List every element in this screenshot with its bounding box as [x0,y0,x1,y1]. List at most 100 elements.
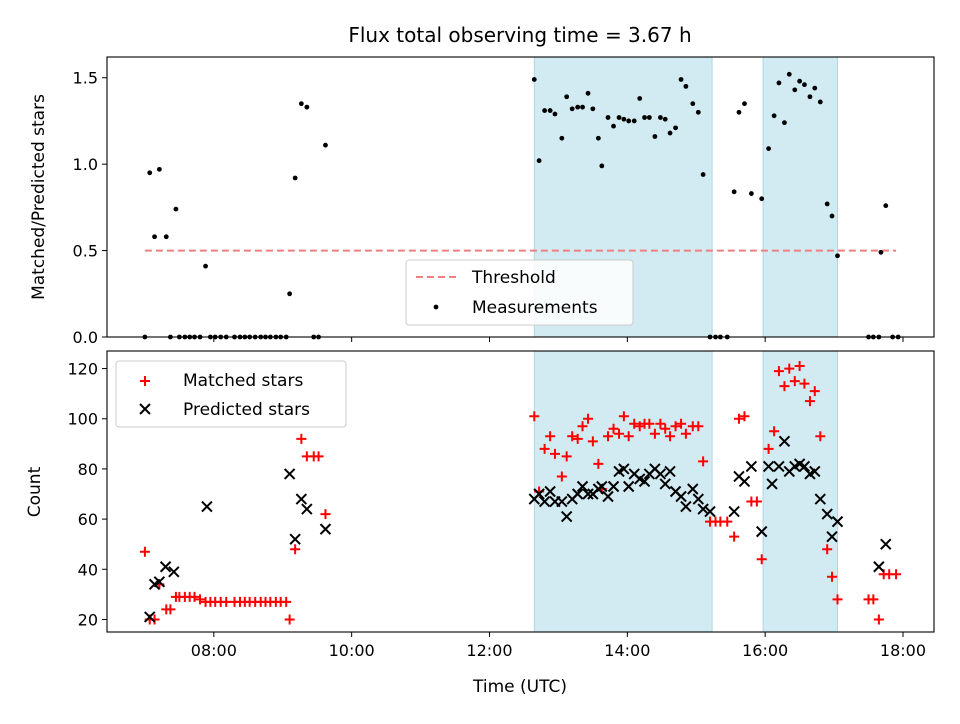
measurements-point [163,234,169,240]
legend-threshold-label: Threshold [471,268,556,288]
x-axis-label: Time (UTC) [472,677,567,697]
measurements-point [824,201,830,207]
legend-predicted-label: Predicted stars [183,400,310,420]
measurements-point [642,115,647,120]
matched-stars-marker [577,421,588,432]
bottom-y-tick-label: 100 [67,410,98,429]
measurements-point [564,94,570,100]
bottom-y-tick-label: 60 [78,510,98,529]
predicted-stars-marker [692,493,705,505]
matched-stars-marker [832,594,843,605]
legend-matched-swatch [140,376,150,386]
matched-stars-marker [722,516,733,527]
top-legend: Threshold Measurements [405,259,634,326]
bottom-y-tick-label: 20 [78,610,98,629]
matched-stars-marker [587,436,598,447]
predicted-stars-marker [144,611,156,623]
predicted-stars-marker [582,488,594,500]
legend-measurements-swatch [433,304,439,310]
top-y-tick-label: 0.0 [73,328,98,347]
predicted-stars-marker [153,576,166,588]
matched-stars-marker [756,554,767,565]
measurements-point [547,108,553,113]
measurements-point [802,82,807,88]
matched-stars-marker [649,428,660,439]
measurements-point [626,118,632,124]
matched-stars-marker [733,413,744,424]
predicted-stars-marker [622,480,635,493]
matched-stars-marker [665,431,676,442]
top-highlight-span [762,56,839,338]
measurements-point [580,104,585,110]
predicted-stars-marker [831,515,844,528]
measurements-point [883,203,889,209]
top-y-tick-label: 1.5 [73,69,98,88]
predicted-stars-marker [873,561,885,573]
measurements-point [695,109,701,115]
matched-stars-marker [769,426,780,437]
chart-title: Flux total observing time = 3.67 h [348,23,691,47]
measurements-point [304,104,310,110]
bottom-highlight-span [533,350,713,633]
predicted-stars-marker [826,530,838,543]
bottom-y-tick-label: 80 [78,460,98,479]
predicted-stars-marker [159,561,172,573]
measurements-point [152,234,157,240]
top-y-tick-label: 1.0 [73,155,98,174]
predicted-stars-marker [664,465,676,478]
matched-stars-marker [545,431,556,442]
predicted-stars-marker [638,475,651,488]
predicted-stars-marker [687,483,699,495]
matched-stars-marker [165,604,176,615]
matched-stars-marker [693,421,704,432]
measurements-point [776,80,782,86]
predicted-stars-marker [654,468,667,480]
predicted-stars-marker [704,505,716,518]
predicted-stars-marker [728,505,740,518]
measurements-point [667,130,673,136]
measurements-point [673,125,678,131]
matched-stars-marker [676,418,687,429]
measurements-point [585,90,591,96]
predicted-stars-marker [697,503,709,515]
matched-stars-marker [698,456,709,467]
measurements-point [637,96,643,101]
measurements-point [792,87,798,93]
measurements-point [771,113,777,119]
matched-stars-marker [655,418,666,429]
matched-stars-marker [539,443,550,454]
measurements-point [759,196,765,202]
predicted-stars-marker [618,463,630,475]
measurements-point [536,158,542,164]
matched-stars-marker [549,448,560,459]
predicted-stars-marker [602,490,614,503]
matched-stars-marker [891,569,902,580]
measurements-point [631,118,637,124]
matched-stars-marker [583,413,594,424]
bottom-panel: 20 40 60 80 100 120 08:00 10:00 12:00 14:00 16:00 1… [67,350,935,660]
matched-stars-marker [561,451,572,462]
matched-stars-marker [739,411,750,422]
predicted-stars-marker [675,490,687,503]
predicted-stars-marker [571,488,584,500]
matched-stars-marker [779,381,790,392]
predicted-stars-marker [778,435,791,448]
matched-stars-marker [593,458,604,469]
matched-stars-marker [290,544,301,555]
matched-stars-marker [873,614,884,625]
predicted-stars-marker [168,566,180,578]
matched-stars-marker [794,361,805,372]
measurements-point [878,249,884,255]
predicted-stars-marker [533,488,545,500]
matched-stars-marker [572,433,583,444]
matched-stars-marker [284,614,295,625]
bottom-x-tick-label: 14:00 [604,641,650,660]
measurements-point [736,109,742,115]
measurements-point [569,106,575,112]
legend-box [115,360,347,428]
predicted-stars-marker [738,475,751,488]
matched-stars-marker [763,443,774,454]
measurements-point [605,115,611,120]
predicted-stars-marker [745,460,758,473]
